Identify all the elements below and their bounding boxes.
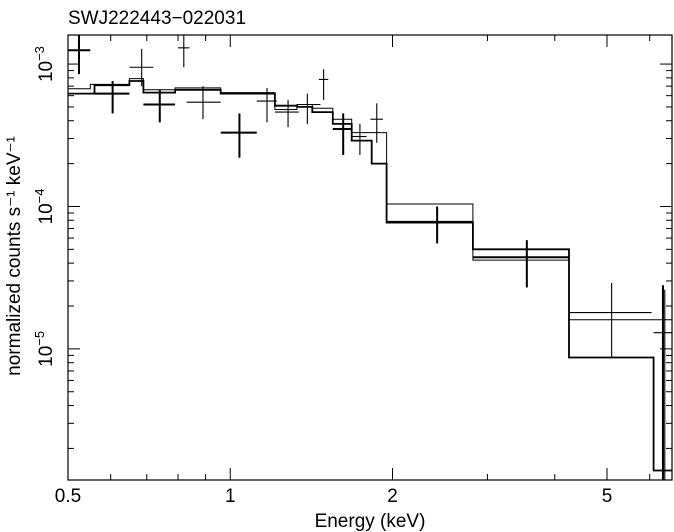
data-point bbox=[332, 113, 352, 155]
x-tick-label: 0.5 bbox=[55, 486, 81, 507]
x-axis: 0.5 1 2 5 bbox=[55, 35, 651, 507]
data-point bbox=[68, 35, 91, 75]
data-point bbox=[386, 206, 473, 244]
y-axis-title: normalized counts s⁻¹ keV⁻¹ bbox=[4, 136, 25, 376]
x-tick-label: 1 bbox=[225, 486, 236, 507]
data-point bbox=[274, 99, 299, 128]
data-point bbox=[178, 35, 190, 68]
y-tick-label: 10−3 bbox=[32, 46, 57, 82]
x-tick-label: 2 bbox=[387, 486, 398, 507]
data-point bbox=[653, 289, 672, 480]
data-point bbox=[297, 93, 321, 124]
data-point bbox=[370, 103, 383, 143]
y-tick-label: 10−5 bbox=[32, 331, 57, 367]
data-point bbox=[94, 81, 130, 114]
data-points bbox=[68, 35, 672, 480]
y-tick-label: 10−4 bbox=[32, 188, 57, 224]
y-axis: 10−3 10−4 10−5 bbox=[32, 46, 672, 449]
x-axis-title: Energy (keV) bbox=[315, 511, 426, 532]
model-step-curve bbox=[68, 80, 672, 472]
data-point bbox=[472, 240, 569, 288]
data-point bbox=[568, 283, 652, 357]
data-point bbox=[220, 113, 257, 158]
data-point bbox=[318, 69, 329, 100]
plot-border bbox=[67, 34, 673, 481]
data-point bbox=[351, 123, 367, 155]
x-tick-label: 5 bbox=[602, 486, 613, 507]
data-point bbox=[186, 86, 221, 120]
model-step-curve bbox=[68, 78, 672, 321]
plot-frame bbox=[67, 34, 673, 481]
chart-title: SWJ222443−022031 bbox=[68, 8, 246, 29]
data-point bbox=[256, 87, 277, 123]
data-point bbox=[129, 48, 154, 87]
data-point bbox=[143, 89, 176, 123]
model-curves bbox=[68, 78, 672, 472]
